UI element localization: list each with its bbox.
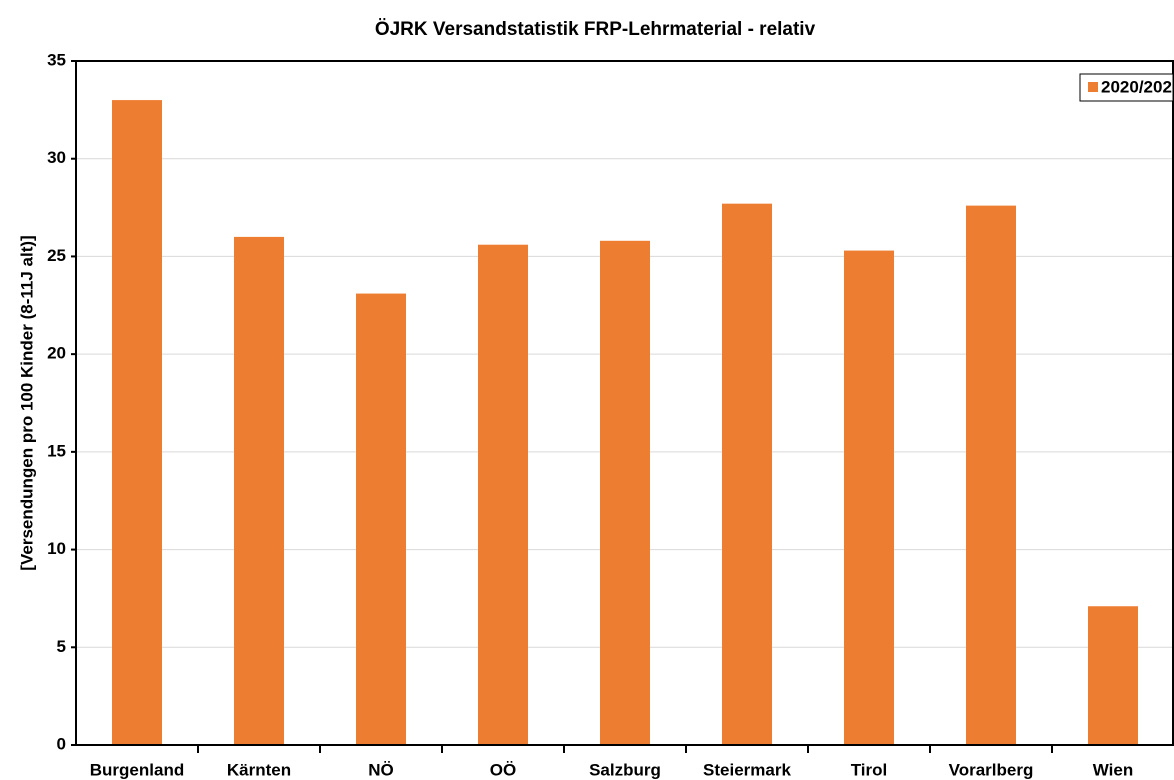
x-tick-label: Vorarlberg — [949, 760, 1034, 779]
x-tick-label: OÖ — [490, 760, 516, 779]
y-tick-label: 35 — [47, 50, 66, 69]
y-tick-label: 0 — [57, 734, 66, 753]
x-tick-label: Burgenland — [90, 760, 184, 779]
bar — [356, 293, 406, 745]
y-tick-label: 20 — [47, 344, 66, 363]
legend-swatch — [1088, 82, 1098, 92]
bar — [1088, 606, 1138, 745]
x-tick-label: Tirol — [851, 760, 888, 779]
bar — [478, 244, 528, 745]
x-tick-label: Wien — [1093, 760, 1133, 779]
chart-title: ÖJRK Versandstatistik FRP-Lehrmaterial -… — [375, 19, 816, 40]
bar — [112, 100, 162, 746]
y-tick-label: 10 — [47, 539, 66, 558]
y-tick-label: 5 — [57, 637, 66, 656]
y-tick-label: 30 — [47, 148, 66, 167]
y-tick-label: 25 — [47, 246, 66, 265]
bar — [966, 205, 1016, 746]
y-tick-label: 15 — [47, 441, 66, 460]
bar — [844, 250, 894, 745]
x-tick-label: Salzburg — [589, 760, 661, 779]
bar — [234, 236, 284, 745]
legend-label: 2020/2021 — [1101, 77, 1174, 96]
bar — [600, 240, 650, 745]
y-axis-label: [Versendungen pro 100 Kinder (8-11J alt)… — [17, 235, 36, 570]
x-tick-label: Kärnten — [227, 760, 291, 779]
x-tick-label: NÖ — [368, 760, 394, 779]
bar — [722, 203, 772, 746]
x-tick-label: Steiermark — [703, 760, 791, 779]
